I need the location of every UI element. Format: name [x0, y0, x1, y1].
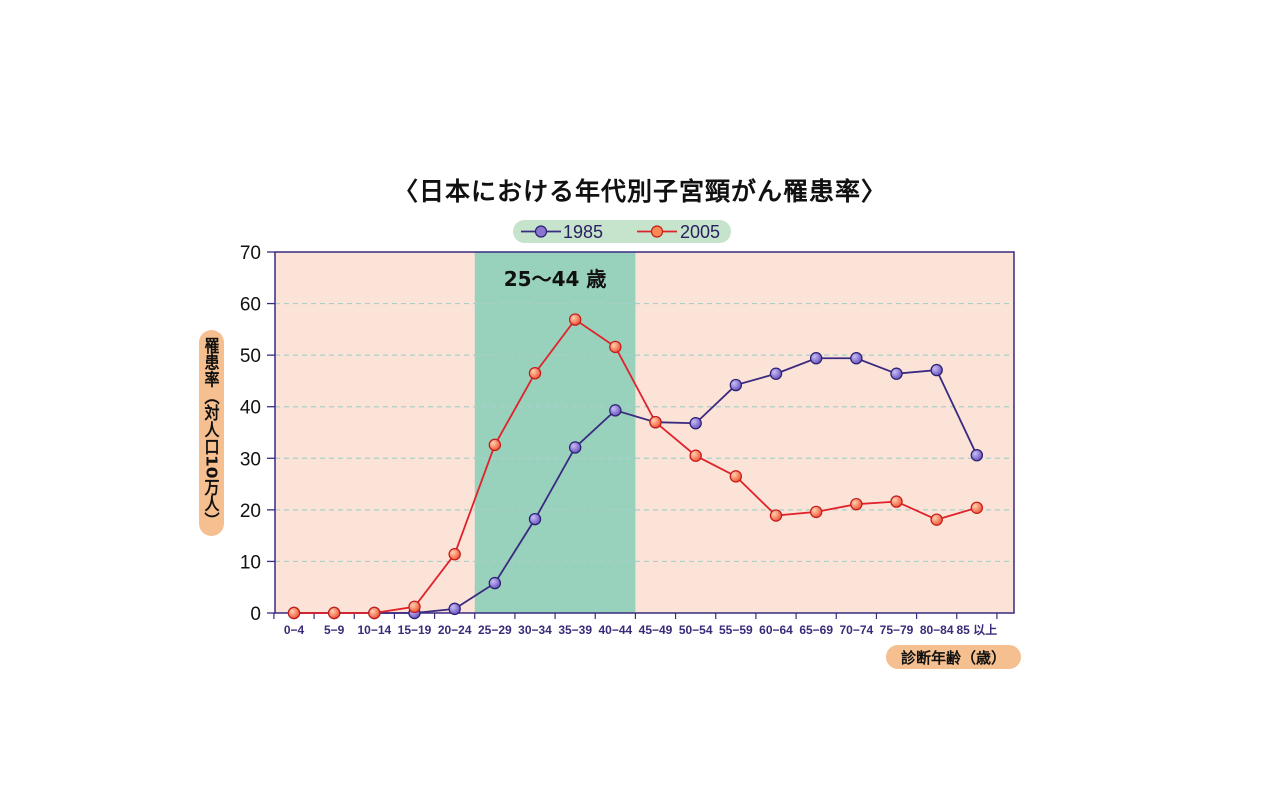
x-tick-label: 5−9: [324, 623, 345, 637]
series-2005-point: [528, 366, 542, 380]
x-tick-label: 35−39: [558, 623, 592, 637]
series-2005-point: [729, 470, 743, 483]
y-axis-title-pill: [199, 330, 224, 536]
plot-background: [275, 252, 1014, 613]
y-tick-label: 10: [240, 552, 261, 573]
x-tick-label: 25−29: [478, 623, 512, 637]
y-tick-label: 60: [240, 295, 261, 316]
x-axis-title-text: 診断年齢（歳）: [901, 649, 1006, 667]
y-tick-label: 50: [240, 346, 261, 367]
series-1985-point: [769, 367, 783, 380]
legend-background: [513, 220, 731, 243]
y-tick-label: 70: [240, 243, 261, 264]
series-2005-point: [488, 438, 502, 452]
series-2005-point: [448, 548, 461, 561]
series-2005-point: [609, 340, 622, 354]
y-tick-label: 40: [240, 398, 261, 419]
y-axis-title: 罹患率（対人口10万人）: [199, 330, 224, 536]
series-2005-point: [327, 606, 341, 620]
highlight-band: [474, 252, 636, 613]
series-2005-point: [287, 606, 301, 620]
series-1985-point: [609, 404, 622, 417]
x-tick-label: 60−64: [759, 623, 793, 637]
series-1985-point: [970, 448, 984, 462]
x-tick-label: 15−19: [398, 623, 432, 637]
series-2005-point: [408, 600, 421, 614]
highlight-band-label: 25〜44 歳: [504, 267, 607, 291]
series-2005-point: [649, 415, 662, 429]
x-tick-label: 45−49: [639, 623, 673, 637]
x-tick-label: 80−84: [920, 623, 954, 637]
series-2005-point: [930, 513, 943, 526]
series-1985-point: [448, 602, 461, 616]
x-tick-label: 85 以上: [956, 622, 997, 637]
legend-1985-label: 1985: [563, 222, 603, 242]
gridlines: [275, 302, 1014, 563]
x-axis-title: 診断年齢（歳）: [886, 645, 1021, 669]
series-2005-point: [970, 501, 984, 514]
series-1985-point: [809, 352, 823, 365]
y-tick-label: 30: [240, 449, 261, 470]
y-axis-title-text: 罹患率（対人口10万人）: [203, 337, 221, 529]
legend-1985-marker: [534, 225, 548, 238]
series-1985-point: [890, 367, 903, 380]
x-axis-title-pill: [886, 645, 1021, 669]
series-1985-point: [568, 441, 582, 454]
series-1985-point: [850, 352, 863, 365]
x-tick-label: 10−14: [357, 623, 391, 637]
x-tick-label: 40−44: [598, 623, 632, 637]
series-2005-point: [809, 505, 823, 519]
x-tick-label: 55−59: [719, 623, 753, 637]
series-2005-line: [294, 318, 978, 614]
series-2005-point: [568, 313, 582, 326]
series-2005-point: [890, 495, 903, 508]
x-tick-label: 50−54: [679, 623, 713, 637]
x-tick-label: 0−4: [284, 623, 305, 637]
x-tick-label: 20−24: [438, 623, 472, 637]
series-2005-point: [689, 449, 702, 462]
legend-2005-marker: [650, 225, 664, 238]
series-2005-point: [368, 606, 381, 620]
plot-frame: [274, 251, 1015, 614]
series-group: [287, 313, 984, 620]
series-2005-point: [850, 497, 863, 511]
y-axis: 0 10 20 30 40 50 60 70: [240, 243, 275, 625]
series-2005-point: [769, 509, 783, 522]
chart-title: 〈日本における年代別子宮頸がん罹患率〉: [392, 177, 887, 206]
y-tick-label: 0: [250, 604, 261, 625]
x-axis: 0−4 5−9 10−14 15−19 20−24 25−29 30−34 35−39 40−4…: [273, 613, 998, 637]
x-tick-label: 30−34: [518, 623, 552, 637]
x-tick-label: 75−79: [880, 623, 914, 637]
legend-2005-label: 2005: [680, 222, 720, 242]
y-tick-label: 20: [240, 501, 261, 522]
series-1985-point: [488, 576, 502, 590]
series-1985-point: [729, 378, 743, 392]
series-1985-point: [689, 417, 702, 430]
series-1985-point: [930, 363, 943, 377]
x-tick-label: 70−74: [839, 623, 873, 637]
legend: 1985 2005: [513, 220, 731, 243]
series-1985-point: [528, 512, 542, 526]
series-1985-line: [294, 357, 978, 614]
x-tick-label: 65−69: [799, 623, 833, 637]
